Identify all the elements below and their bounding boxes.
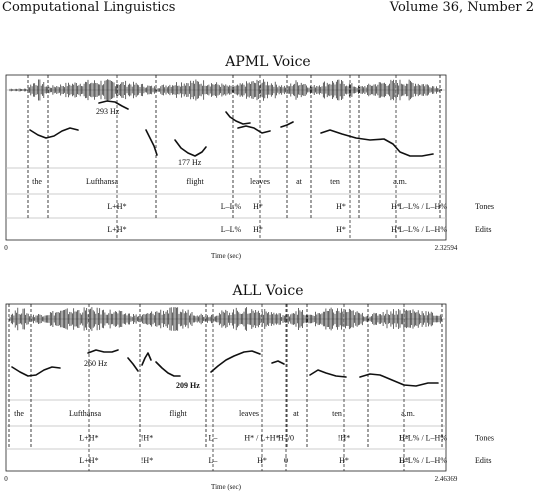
word-label: flight bbox=[186, 177, 204, 186]
tone-label: L–L% / L–H% bbox=[399, 225, 447, 234]
pitch-contour bbox=[98, 100, 129, 110]
axis-label: Time (sec) bbox=[211, 252, 242, 260]
pitch-contour bbox=[127, 357, 139, 372]
word-label: the bbox=[32, 177, 42, 186]
running-header-left: Computational Linguistics bbox=[2, 0, 176, 15]
pitch-contour bbox=[237, 125, 271, 134]
word-label: Lufthansa bbox=[86, 177, 118, 186]
tone-label: L+H* bbox=[107, 202, 126, 211]
tone-label: H* / L+H* bbox=[244, 434, 279, 443]
word-label: the bbox=[14, 409, 24, 418]
word-label: a.m. bbox=[393, 177, 407, 186]
pitch-contour bbox=[145, 129, 158, 156]
tone-label: !H* bbox=[338, 434, 350, 443]
word-label: flight bbox=[169, 409, 187, 418]
pitch-label: 260 Hz bbox=[84, 359, 108, 368]
word-label: at bbox=[293, 409, 300, 418]
figure-frame bbox=[5, 74, 447, 241]
tone-label: !H* bbox=[141, 434, 153, 443]
pitch-label: 209 Hz bbox=[176, 381, 200, 390]
panel-title-all: ALL Voice bbox=[232, 283, 304, 299]
tone-label: L+H* bbox=[79, 434, 98, 443]
tier-name: Edits bbox=[475, 456, 491, 465]
pitch-contour bbox=[309, 369, 347, 378]
pitch-contour bbox=[210, 350, 261, 373]
tone-label: L+H* bbox=[79, 456, 98, 465]
tone-label: H* bbox=[336, 225, 346, 234]
pitch-contour bbox=[320, 129, 434, 157]
tone-label: L–L% / L–H% bbox=[399, 434, 447, 443]
pitch-contour bbox=[11, 366, 61, 377]
running-header-right: Volume 36, Number 2 bbox=[389, 0, 534, 15]
tone-label: L–L% / L–H% bbox=[399, 202, 447, 211]
tier-name: Tones bbox=[475, 202, 494, 211]
tone-label: H* bbox=[257, 456, 267, 465]
tone-label: L–L% / L–H% bbox=[399, 456, 447, 465]
tone-label: L– bbox=[209, 456, 219, 465]
pitch-contour bbox=[280, 121, 294, 128]
pitch-contour bbox=[141, 352, 152, 366]
word-label: ten bbox=[332, 409, 342, 418]
tone-label: H* bbox=[399, 456, 409, 465]
pitch-contour bbox=[271, 360, 285, 365]
tone-label: H–/0 bbox=[278, 434, 294, 443]
tone-label: L–L% bbox=[221, 202, 242, 211]
tone-label: H* bbox=[339, 456, 349, 465]
figure-frame bbox=[5, 303, 447, 472]
tier-name: Tones bbox=[475, 434, 494, 443]
word-label: leaves bbox=[250, 177, 270, 186]
pitch-label: 293 Hz bbox=[96, 107, 120, 116]
tone-label: H* bbox=[391, 202, 401, 211]
pitch-contour bbox=[225, 111, 251, 125]
word-label: a.m. bbox=[401, 409, 415, 418]
axis-end: 2.46369 bbox=[435, 475, 458, 483]
apml-panel: 293 Hz 177 Hz the Lufthansa flight leaves at te… bbox=[4, 74, 494, 260]
word-label: leaves bbox=[239, 409, 259, 418]
axis-label: Time (sec) bbox=[211, 483, 242, 491]
all-panel: 260 Hz 209 Hz the Lufthansa flight leaves at te… bbox=[4, 303, 494, 491]
tone-label: 0 bbox=[284, 456, 288, 465]
pitch-label: 177 Hz bbox=[178, 158, 202, 167]
tier-name: Edits bbox=[475, 225, 491, 234]
tone-label: L– bbox=[209, 434, 219, 443]
axis-end: 2.32594 bbox=[435, 244, 458, 252]
word-label: at bbox=[296, 177, 303, 186]
pitch-contour bbox=[29, 127, 79, 139]
pitch-contour bbox=[155, 361, 181, 377]
tone-label: L+H* bbox=[107, 225, 126, 234]
waveform bbox=[9, 307, 442, 331]
axis-start: 0 bbox=[4, 475, 8, 483]
tone-label: !H* bbox=[141, 456, 153, 465]
tone-label: H* bbox=[253, 225, 263, 234]
tone-label: H* bbox=[391, 225, 401, 234]
tone-label: H* bbox=[253, 202, 263, 211]
axis-start: 0 bbox=[4, 244, 8, 252]
pitch-contour bbox=[359, 373, 439, 387]
word-label: ten bbox=[330, 177, 340, 186]
tone-label: L–L% bbox=[221, 225, 242, 234]
pitch-contour bbox=[174, 139, 207, 157]
waveform bbox=[9, 79, 442, 101]
word-label: Lufthansa bbox=[69, 409, 101, 418]
pitch-contour bbox=[87, 349, 119, 354]
tone-label: H* bbox=[336, 202, 346, 211]
panel-title-apml: APML Voice bbox=[225, 54, 311, 70]
tone-label: H* bbox=[399, 434, 409, 443]
